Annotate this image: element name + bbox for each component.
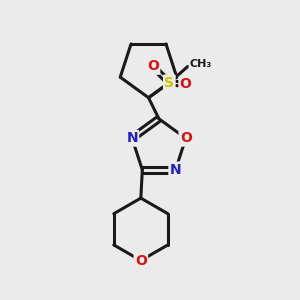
Text: S: S xyxy=(164,76,174,90)
Text: N: N xyxy=(126,131,138,145)
Text: O: O xyxy=(135,254,147,268)
Text: O: O xyxy=(147,59,159,74)
Text: CH₃: CH₃ xyxy=(189,58,212,68)
Text: O: O xyxy=(180,131,192,145)
Text: O: O xyxy=(180,77,192,91)
Text: N: N xyxy=(170,163,181,177)
